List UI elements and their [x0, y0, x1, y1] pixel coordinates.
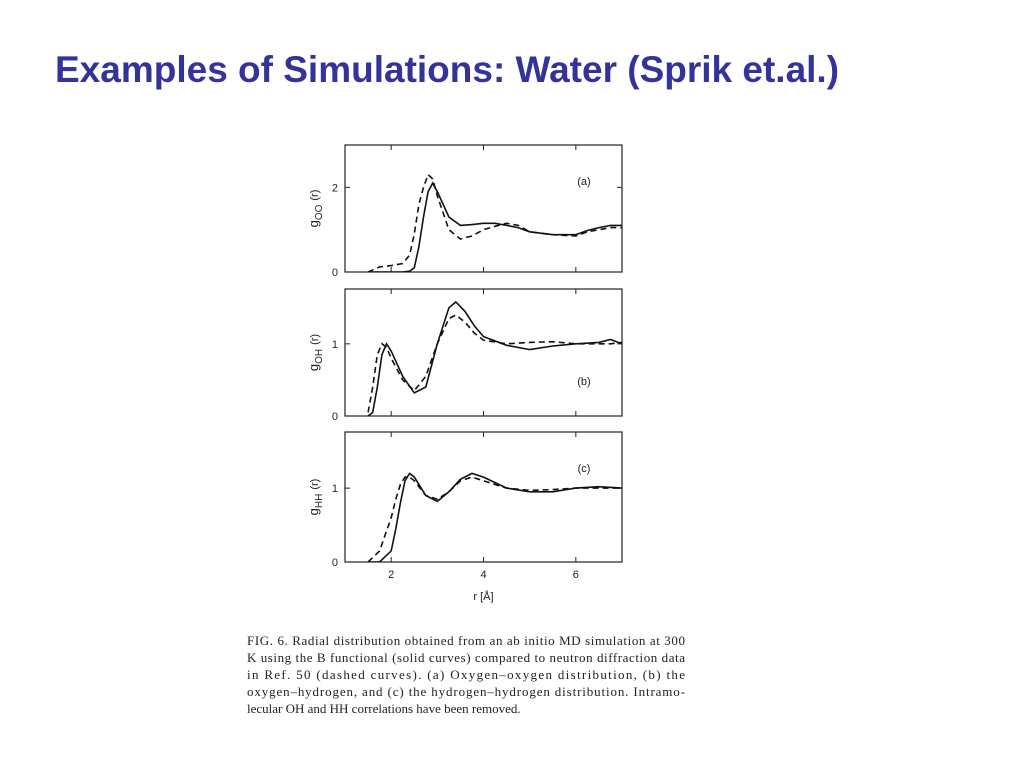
- y-tick-label: 2: [332, 182, 338, 194]
- caption-line: K using the B functional (solid curves) …: [247, 650, 685, 665]
- x-tick-label: 2: [388, 569, 394, 581]
- panel-label: (b): [577, 376, 590, 388]
- curves: [367, 472, 622, 562]
- plot-frame: [344, 431, 623, 563]
- panel-label: (c): [578, 463, 591, 475]
- curve: [367, 300, 622, 416]
- curve: [367, 476, 622, 562]
- curve: [368, 472, 622, 562]
- y-label-main: g: [306, 508, 321, 515]
- y-label-main: g: [306, 220, 321, 227]
- x-axis-label: r [Å]: [473, 590, 493, 603]
- plot-frame: [344, 144, 623, 273]
- y-tick-label: 1: [332, 339, 338, 351]
- y-tick-label: 0: [332, 557, 338, 569]
- panel-label: (a): [577, 176, 590, 188]
- y-axis-label: gOO (r): [306, 190, 325, 228]
- curve: [367, 314, 622, 413]
- y-tick-label: 0: [332, 267, 338, 279]
- y-label-suffix: (r): [309, 479, 321, 490]
- caption-line: oxygen–hydrogen, and (c) the hydrogen–hy…: [247, 684, 685, 699]
- y-label-sub: OO: [314, 204, 325, 220]
- y-axis-label: gOH (r): [306, 334, 325, 371]
- curves: [367, 173, 622, 272]
- caption-line: lecular OH and HH correlations have been…: [247, 701, 521, 716]
- plot-frame: [344, 288, 623, 417]
- y-tick-label: 0: [332, 411, 338, 423]
- x-tick-label: 4: [480, 569, 486, 581]
- caption-line: in Ref. 50 (dashed curves). (a) Oxygen–o…: [247, 667, 685, 682]
- y-label-sub: OH: [314, 349, 325, 364]
- curve: [367, 173, 622, 272]
- y-tick-label: 1: [332, 483, 338, 495]
- y-label-suffix: (r): [309, 334, 321, 345]
- y-label-suffix: (r): [309, 190, 321, 201]
- y-label-main: g: [306, 364, 321, 371]
- slide-title: Examples of Simulations: Water (Sprik et…: [55, 49, 839, 90]
- x-tick-label: 6: [573, 569, 579, 581]
- y-label-sub: HH: [314, 494, 325, 508]
- caption-line: FIG. 6. Radial distribution obtained fro…: [247, 633, 685, 648]
- curves: [367, 300, 622, 416]
- y-axis-label: gHH (r): [306, 479, 325, 516]
- curve: [368, 181, 622, 272]
